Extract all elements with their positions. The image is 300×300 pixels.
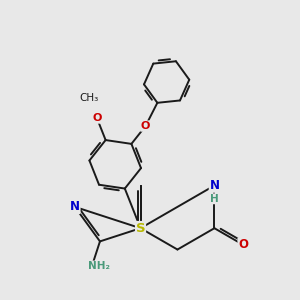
- Text: NH₂: NH₂: [88, 261, 110, 271]
- Text: N: N: [209, 179, 219, 192]
- Text: O: O: [238, 238, 248, 251]
- Text: H: H: [210, 194, 219, 204]
- Text: S: S: [136, 222, 145, 235]
- Text: O: O: [141, 121, 150, 131]
- Text: CH₃: CH₃: [80, 93, 99, 103]
- Text: N: N: [70, 200, 80, 213]
- Text: O: O: [92, 113, 102, 123]
